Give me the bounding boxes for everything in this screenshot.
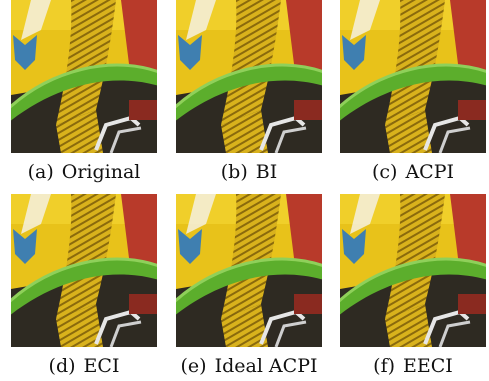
image-content bbox=[11, 194, 157, 347]
image-content bbox=[176, 194, 322, 347]
caption: (b) BI bbox=[176, 161, 322, 183]
caption-label: (e) bbox=[181, 355, 207, 377]
panel-image bbox=[11, 0, 157, 153]
caption-caption: ECI bbox=[84, 355, 120, 377]
panel-image bbox=[11, 194, 157, 347]
caption-caption: ACPI bbox=[405, 161, 454, 183]
caption: (c) ACPI bbox=[340, 161, 486, 183]
caption-label: (a) bbox=[28, 161, 54, 183]
caption-caption: Original bbox=[62, 161, 141, 183]
panel: (d) ECI bbox=[11, 194, 157, 377]
caption: (e) Ideal ACPI bbox=[176, 355, 322, 377]
panel-image bbox=[340, 194, 486, 347]
panel: (b) BI bbox=[176, 0, 322, 183]
image-content bbox=[340, 0, 486, 153]
caption-caption: Ideal ACPI bbox=[215, 355, 318, 377]
caption-label: (c) bbox=[372, 161, 397, 183]
panel: (f) EECI bbox=[340, 194, 486, 377]
caption: (a) Original bbox=[11, 161, 157, 183]
caption: (f) EECI bbox=[340, 355, 486, 377]
panel-image bbox=[176, 0, 322, 153]
caption-label: (f) bbox=[373, 355, 395, 377]
panel: (e) Ideal ACPI bbox=[176, 194, 322, 377]
caption-caption: BI bbox=[256, 161, 277, 183]
image-content bbox=[176, 0, 322, 153]
panel: (a) Original bbox=[11, 0, 157, 183]
panel: (c) ACPI bbox=[340, 0, 486, 183]
figure: (a) Original (b) BI (c) ACPI (d) ECI (e) Ideal AC… bbox=[0, 0, 489, 381]
panel-image bbox=[340, 0, 486, 153]
image-content bbox=[11, 0, 157, 153]
image-content bbox=[340, 194, 486, 347]
caption-label: (d) bbox=[49, 355, 76, 377]
panel-image bbox=[176, 194, 322, 347]
caption: (d) ECI bbox=[11, 355, 157, 377]
caption-label: (b) bbox=[221, 161, 248, 183]
caption-caption: EECI bbox=[403, 355, 453, 377]
